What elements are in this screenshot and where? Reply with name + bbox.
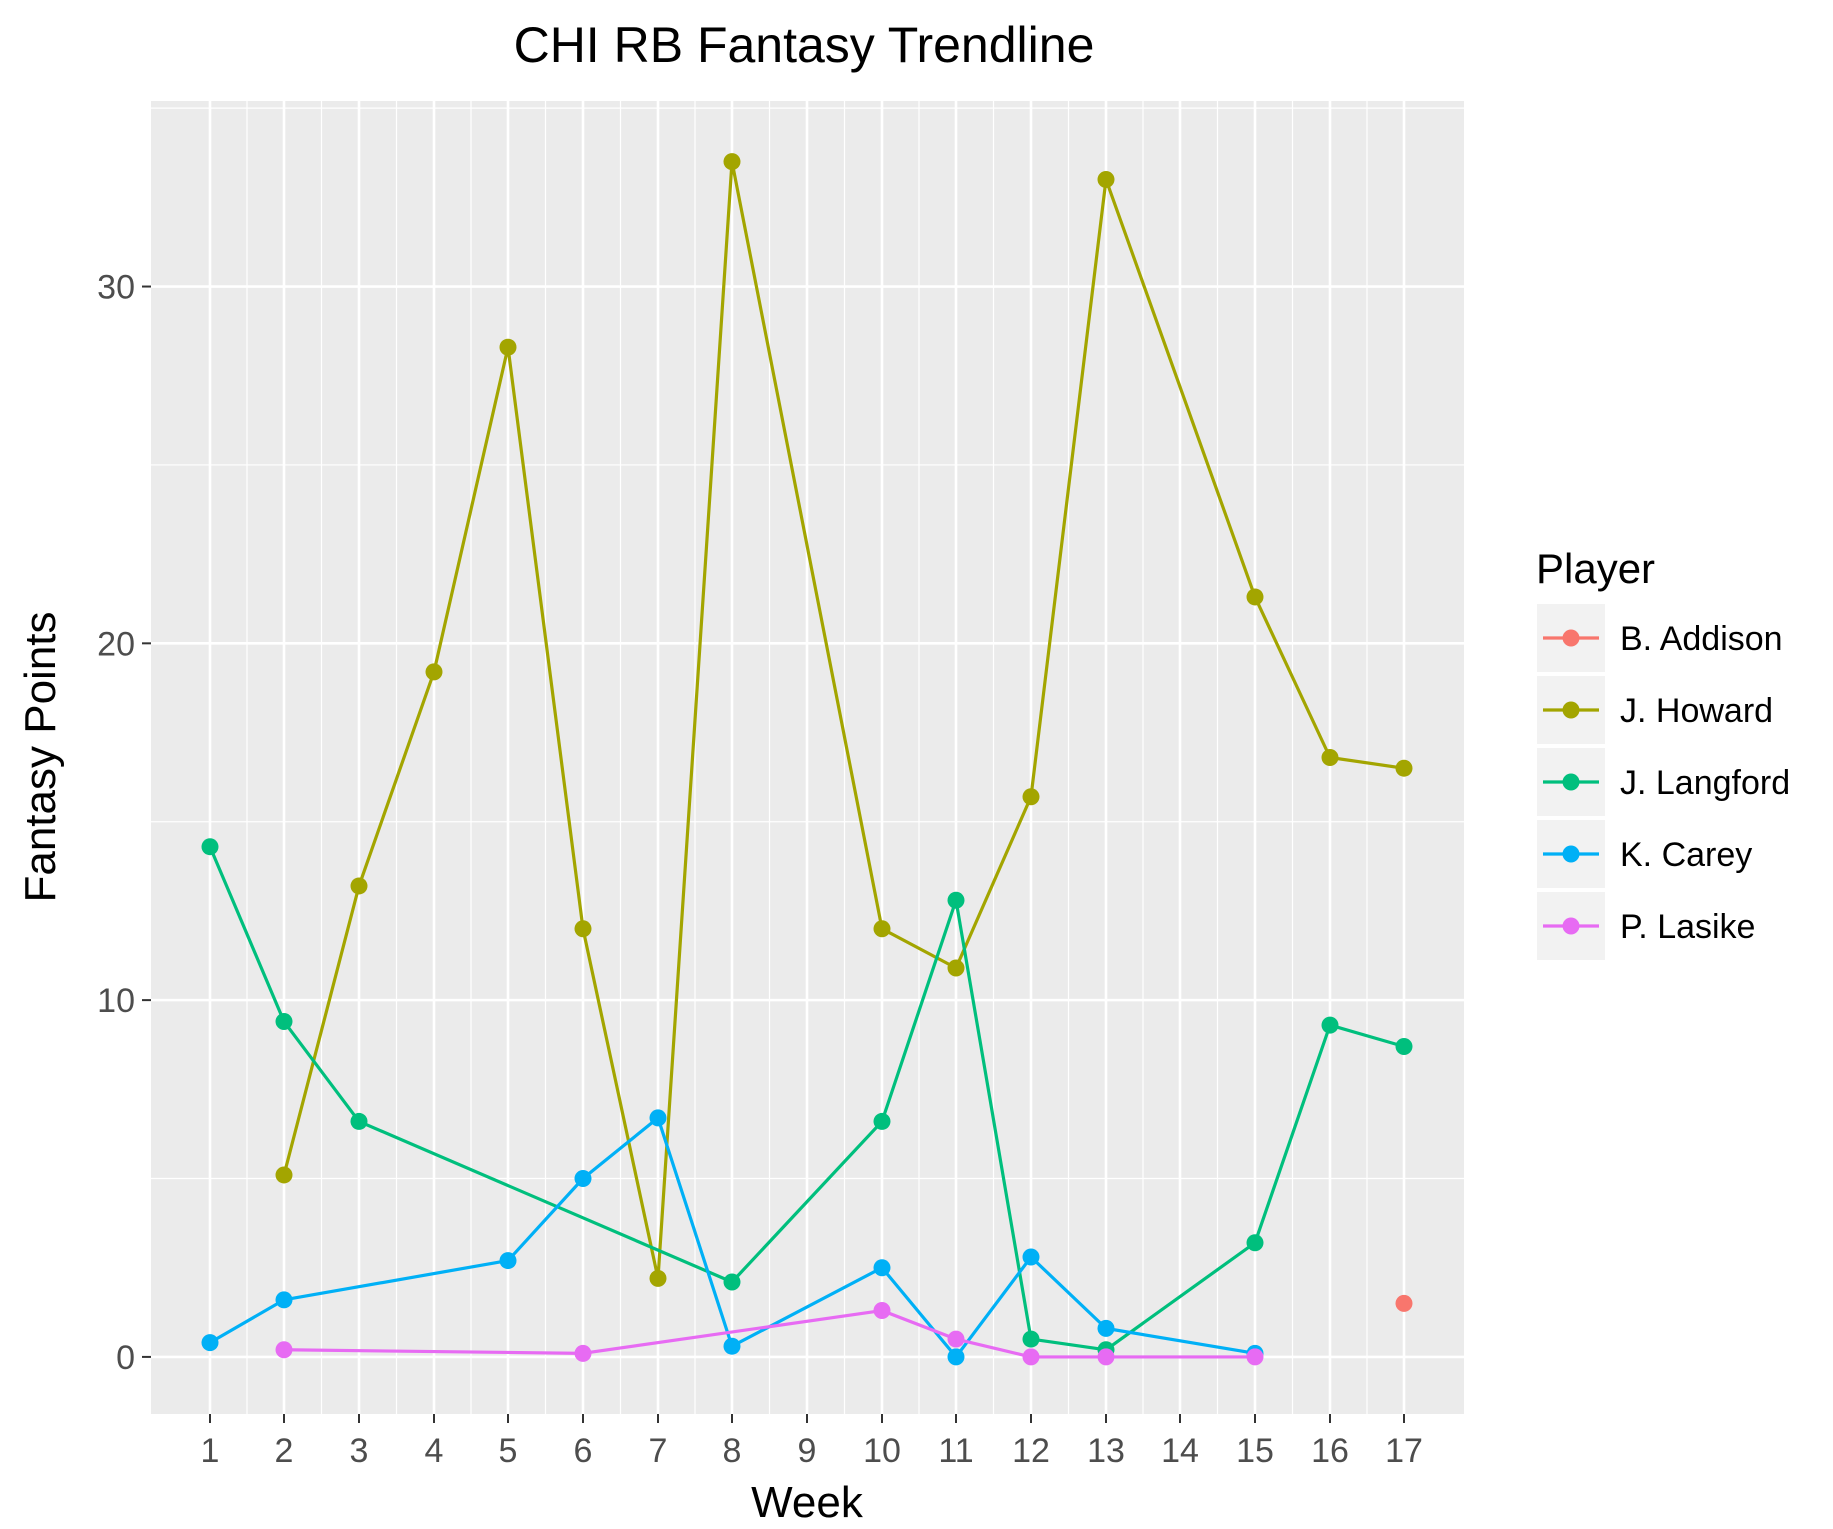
data-point — [1097, 1348, 1115, 1366]
x-tick-label: 7 — [649, 1432, 668, 1470]
x-axis: 1 2 3 4 5 6 7 8 9 10 11 12 13 14 15 16 17 — [201, 1414, 1423, 1470]
legend-label: J. Howard — [1620, 692, 1773, 730]
data-point — [1022, 1330, 1040, 1348]
data-point — [1321, 1016, 1339, 1034]
legend-label: P. Lasike — [1620, 908, 1755, 946]
legend-key-point — [1562, 917, 1580, 935]
data-point — [275, 1341, 293, 1359]
legend-key-point — [1562, 629, 1580, 647]
y-tick-label: 0 — [116, 1339, 135, 1377]
data-point — [574, 920, 592, 938]
series-line — [282, 160, 1405, 1281]
data-point — [499, 338, 517, 356]
data-point — [499, 1252, 517, 1270]
legend-key-point — [1562, 845, 1580, 863]
data-point — [649, 1109, 667, 1127]
data-point — [947, 1330, 965, 1348]
data-point — [723, 153, 741, 171]
legend-items: B. Addison J. Howard J. Langford K. Carey P.… — [1537, 604, 1790, 960]
data-point — [201, 1334, 219, 1352]
x-tick-label: 13 — [1087, 1432, 1125, 1470]
grid-minor — [151, 101, 1464, 1414]
x-tick-label: 5 — [499, 1432, 518, 1470]
data-point — [1022, 1348, 1040, 1366]
data-point — [947, 959, 965, 977]
data-point — [873, 1112, 891, 1130]
x-tick-label: 1 — [201, 1432, 220, 1470]
data-point — [1097, 1319, 1115, 1337]
data-point — [723, 1337, 741, 1355]
data-point — [275, 1013, 293, 1031]
data-point — [1395, 1038, 1413, 1056]
data-point — [275, 1166, 293, 1184]
x-tick-label: 6 — [574, 1432, 593, 1470]
x-tick-label: 3 — [350, 1432, 369, 1470]
data-point — [574, 1170, 592, 1188]
data-point — [1022, 788, 1040, 806]
x-tick-label: 16 — [1311, 1432, 1349, 1470]
legend-key-point — [1562, 773, 1580, 791]
legend-title: Player — [1536, 545, 1655, 592]
data-point — [947, 1348, 965, 1366]
x-tick-label: 8 — [723, 1432, 742, 1470]
series-points — [201, 153, 1413, 1366]
data-point — [873, 920, 891, 938]
data-point — [1321, 749, 1339, 766]
x-tick-label: 11 — [938, 1432, 973, 1470]
legend-key-point — [1562, 701, 1580, 719]
data-point — [1246, 1348, 1264, 1366]
x-tick-label: 2 — [275, 1432, 294, 1470]
x-tick-label: 17 — [1385, 1432, 1423, 1470]
y-axis-label: Fantasy Points — [16, 611, 65, 902]
data-point — [1097, 170, 1115, 188]
data-point — [1022, 1248, 1040, 1266]
data-point — [201, 838, 219, 856]
legend: Player B. Addison J. Howard J. Langford K. … — [1536, 545, 1790, 960]
data-point — [1395, 1294, 1413, 1312]
data-point — [723, 1273, 741, 1291]
data-point — [1246, 1234, 1264, 1252]
x-tick-label: 10 — [863, 1432, 901, 1470]
data-point — [947, 891, 965, 909]
data-point — [873, 1302, 891, 1320]
data-point — [350, 1112, 368, 1130]
y-tick-label: 20 — [97, 625, 135, 663]
data-point — [873, 1259, 891, 1277]
data-point — [574, 1344, 592, 1362]
y-tick-label: 10 — [97, 982, 135, 1020]
legend-label: J. Langford — [1620, 764, 1790, 802]
x-tick-label: 14 — [1161, 1432, 1199, 1470]
legend-label: K. Carey — [1620, 836, 1752, 874]
x-tick-label: 9 — [798, 1432, 817, 1470]
data-point — [1246, 588, 1264, 606]
x-tick-label: 15 — [1236, 1432, 1274, 1470]
x-tick-label: 4 — [425, 1432, 444, 1470]
y-tick-label: 30 — [97, 269, 135, 307]
data-point — [425, 663, 443, 681]
x-axis-label: Week — [751, 1478, 864, 1527]
chart-title: CHI RB Fantasy Trendline — [514, 17, 1095, 73]
data-point — [350, 877, 368, 895]
data-point — [1395, 759, 1413, 777]
data-point — [275, 1291, 293, 1309]
legend-label: B. Addison — [1620, 620, 1783, 658]
data-point — [649, 1269, 667, 1287]
x-tick-label: 12 — [1012, 1432, 1050, 1470]
y-axis: 0 10 20 30 — [97, 269, 151, 1377]
